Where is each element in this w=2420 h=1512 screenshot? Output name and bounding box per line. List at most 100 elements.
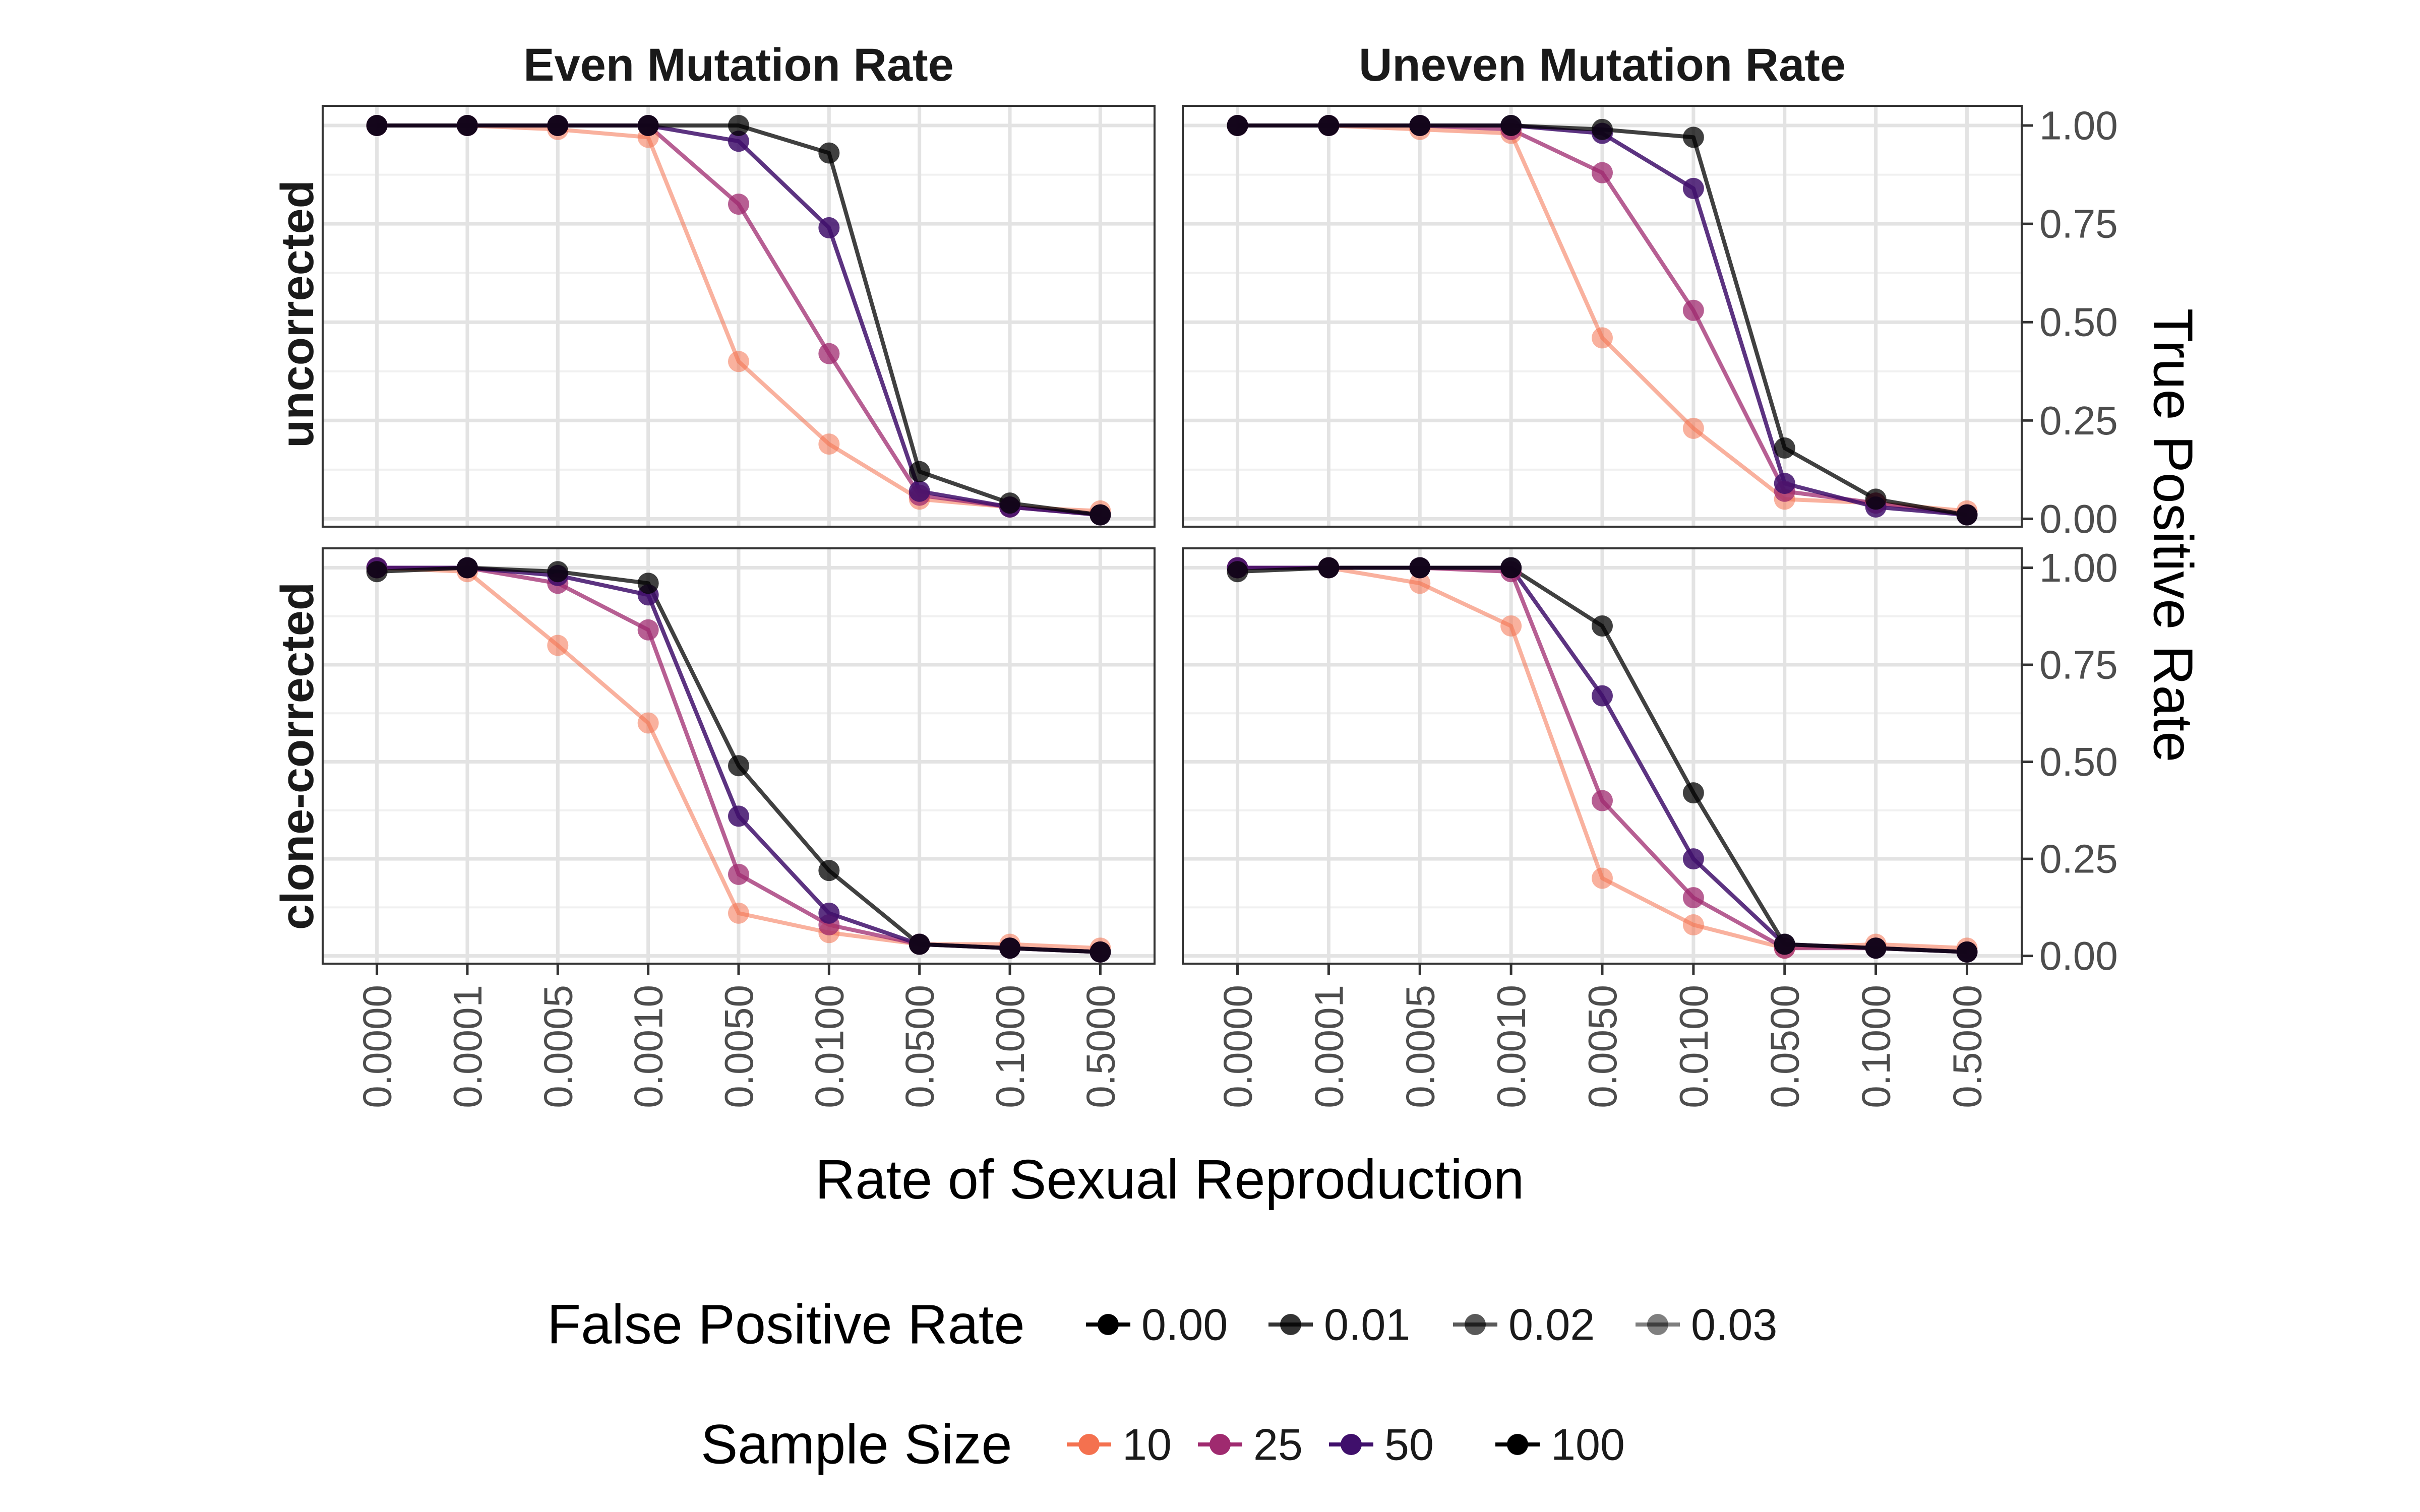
data-point-100 — [547, 115, 569, 137]
data-point-100 — [1318, 115, 1340, 137]
data-point-10 — [1592, 327, 1613, 349]
x-tick-label: 0.0500 — [897, 985, 942, 1108]
data-point-100 — [1865, 488, 1887, 510]
panel-1-1 — [1182, 547, 2023, 965]
data-point-100 — [818, 142, 840, 164]
data-point-10 — [1682, 914, 1704, 935]
panel-border — [322, 105, 1156, 528]
y-axis: 0.000.250.500.751.000.000.250.500.751.00 — [2022, 103, 2118, 978]
data-point-25 — [1682, 887, 1704, 909]
x-axis: 0.0000 0.0001 0.0005 0.0010 0.0050 0.0100 0.05… — [355, 964, 1989, 1108]
x-tick-label: 0.0010 — [626, 985, 671, 1108]
data-point-100 — [909, 933, 930, 955]
data-point-100 — [1318, 557, 1340, 579]
x-tick-label: 0.1000 — [988, 985, 1033, 1108]
panel-border — [1182, 105, 2023, 528]
x-tick-label: 0.0005 — [535, 985, 580, 1108]
legend-fpr-3-key-point — [1647, 1314, 1668, 1335]
data-point-100 — [366, 561, 388, 583]
legend-fpr-2-key-point — [1465, 1314, 1486, 1335]
y-tick-label: 0.25 — [2039, 837, 2118, 881]
legend-ss-label: 100 — [1551, 1420, 1625, 1470]
legend-ss-0-key-point — [1078, 1434, 1100, 1455]
data-point-100 — [909, 461, 930, 482]
x-tick-label: 0.0500 — [1763, 985, 1807, 1108]
data-point-100 — [1090, 941, 1111, 963]
data-point-25 — [637, 619, 659, 641]
x-tick-label: 0.1000 — [1854, 985, 1899, 1108]
data-point-50 — [818, 902, 840, 924]
legend-sample-size: Sample Size 10 25 50 100 — [701, 1414, 1625, 1476]
panel-0-1 — [1182, 105, 2023, 528]
x-axis-title: Rate of Sexual Reproduction — [815, 1149, 1524, 1211]
data-point-50 — [1682, 848, 1704, 870]
x-tick-label: 0.0100 — [1671, 985, 1716, 1108]
legend-false-positive-rate: False Positive Rate 0.00 0.01 0.02 0.03 — [547, 1294, 1777, 1356]
data-point-10 — [1409, 573, 1431, 594]
x-tick-label: 0.0001 — [1306, 985, 1351, 1108]
data-point-100 — [728, 115, 749, 137]
data-point-50 — [1592, 685, 1613, 707]
legend-ss-label: 50 — [1384, 1420, 1434, 1470]
data-point-50 — [909, 480, 930, 502]
data-point-100 — [728, 755, 749, 777]
y-tick-label: 0.00 — [2039, 496, 2118, 541]
y-tick-label: 0.00 — [2039, 933, 2118, 978]
data-point-25 — [1682, 299, 1704, 321]
data-point-10 — [1592, 867, 1613, 889]
legend-fpr-label: 0.03 — [1691, 1300, 1777, 1350]
panel-0-0 — [322, 105, 1156, 528]
facet-title-row-0: uncorrected — [272, 180, 323, 448]
panel-1-0 — [322, 547, 1156, 965]
data-point-100 — [1409, 115, 1431, 137]
data-point-25 — [728, 863, 749, 885]
data-point-10 — [728, 902, 749, 924]
data-point-100 — [1500, 115, 1522, 137]
data-point-10 — [1682, 417, 1704, 439]
x-tick-label: 0.0005 — [1398, 985, 1442, 1108]
y-tick-label: 1.00 — [2039, 103, 2118, 148]
data-point-100 — [1500, 557, 1522, 579]
legend-ss-label: 10 — [1122, 1420, 1172, 1470]
data-point-100 — [547, 561, 569, 583]
y-tick-label: 0.50 — [2039, 739, 2118, 784]
panels — [322, 105, 2023, 965]
data-point-100 — [818, 860, 840, 881]
legend-ss-3-key-point — [1507, 1434, 1528, 1455]
x-tick-label: 0.0100 — [807, 985, 852, 1108]
data-point-100 — [1774, 437, 1795, 459]
legend-fpr-0-key-point — [1098, 1314, 1119, 1335]
data-point-25 — [728, 194, 749, 215]
x-tick-label: 0.5000 — [1078, 985, 1123, 1108]
x-tick-label: 0.0050 — [716, 985, 761, 1108]
data-point-50 — [818, 217, 840, 238]
legend-ss-2-key-point — [1341, 1434, 1362, 1455]
x-tick-label: 0.0000 — [355, 985, 400, 1108]
y-tick-label: 0.25 — [2039, 398, 2118, 443]
data-point-100 — [1682, 782, 1704, 804]
data-point-100 — [366, 115, 388, 137]
data-point-100 — [1865, 937, 1887, 959]
x-tick-label: 0.0050 — [1580, 985, 1625, 1108]
data-point-10 — [818, 433, 840, 455]
y-tick-label: 0.75 — [2039, 202, 2118, 246]
y-tick-label: 1.00 — [2039, 545, 2118, 590]
data-point-50 — [1774, 473, 1795, 494]
data-point-100 — [1592, 118, 1613, 140]
data-point-100 — [1774, 933, 1795, 955]
facet-title-col-1: Uneven Mutation Rate — [1359, 39, 1846, 91]
data-point-100 — [1682, 127, 1704, 148]
data-point-100 — [1956, 504, 1978, 526]
data-point-100 — [637, 573, 659, 594]
legend-ss-title: Sample Size — [701, 1414, 1012, 1476]
data-point-25 — [1592, 790, 1613, 811]
x-tick-label: 0.5000 — [1945, 985, 1989, 1108]
x-tick-label: 0.0000 — [1216, 985, 1260, 1108]
data-point-100 — [1592, 615, 1613, 637]
data-point-100 — [1227, 115, 1248, 137]
data-point-10 — [637, 712, 659, 734]
data-point-50 — [728, 131, 749, 152]
legend-fpr-label: 0.01 — [1324, 1300, 1410, 1350]
data-point-50 — [728, 805, 749, 827]
